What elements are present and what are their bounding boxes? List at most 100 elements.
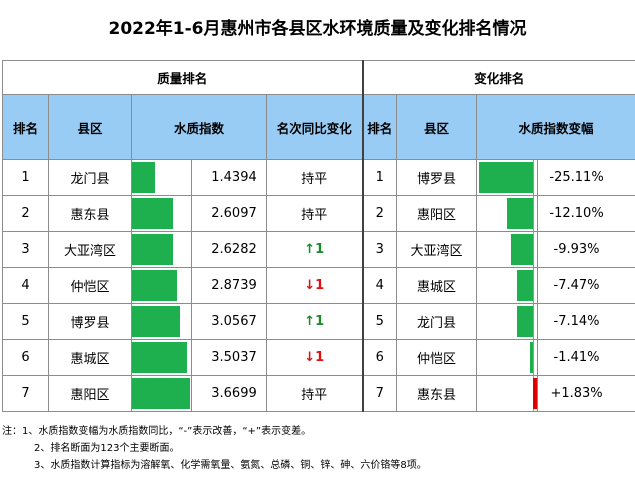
change-bar-cell: [476, 195, 539, 232]
change-county-cell: 惠阳区: [396, 195, 478, 232]
footnotes: 注：1、水质指数变幅为水质指数同比，“-”表示改善，“+”表示变差。 2、排名断…: [2, 423, 632, 474]
change-bar: [517, 306, 533, 337]
table-row: 5 博罗县 3.0567 ↑1 5 龙门县 -7.14%: [2, 303, 635, 340]
change-bar: [532, 378, 537, 409]
rank-down-indicator: ↓1: [304, 350, 325, 365]
table-row: 3 大亚湾区 2.6282 ↑1 3 大亚湾区 -9.93%: [2, 231, 635, 268]
change-bar-cell: [476, 159, 539, 196]
index-bar: [132, 378, 190, 409]
table-row: 2 惠东县 2.6097 持平 2 惠阳区 -12.10%: [2, 195, 635, 232]
change-bar-cell: [476, 375, 539, 412]
change-value-cell: -7.47%: [537, 267, 635, 304]
change-rank-cell: 1: [362, 159, 398, 196]
quality-county-cell: 博罗县: [48, 303, 132, 340]
index-bar: [132, 342, 188, 373]
zero-axis: [532, 196, 534, 231]
change-value-cell: -12.10%: [537, 195, 635, 232]
footnote-3: 3、水质指数计算指标为溶解氧、化学需氧量、氨氮、总磷、铜、锌、砷、六价铬等8项。: [34, 460, 427, 471]
change-county-cell: 仲恺区: [396, 339, 478, 376]
rank-up-indicator: ↑1: [304, 242, 325, 257]
yoy-change-cell: ↑1: [265, 231, 364, 268]
table-row: 6 惠城区 3.5037 ↓1 6 仲恺区 -1.41%: [2, 339, 635, 376]
change-county-cell: 龙门县: [396, 303, 478, 340]
yoy-change-cell: ↓1: [265, 267, 364, 304]
zero-axis: [532, 268, 534, 303]
yoy-change-cell: ↓1: [265, 339, 364, 376]
footnote-2: 2、排名断面为123个主要断面。: [34, 443, 180, 454]
quality-county-cell: 大亚湾区: [48, 231, 132, 268]
quality-rank-cell: 6: [2, 339, 49, 376]
quality-county-cell: 惠东县: [48, 195, 132, 232]
index-value-cell: 3.5037: [191, 339, 267, 376]
index-bar: [132, 198, 174, 229]
yoy-change-cell: ↑1: [265, 303, 364, 340]
page-title: 2022年1-6月惠州市各县区水环境质量及变化排名情况: [108, 19, 527, 39]
index-bar-cell: [131, 303, 192, 340]
rank-up-indicator: ↑1: [304, 314, 325, 329]
quality-county-cell: 惠城区: [48, 339, 132, 376]
zero-axis: [532, 232, 534, 267]
change-county-cell: 惠东县: [396, 375, 478, 412]
change-rank-cell: 3: [362, 231, 398, 268]
rank-flat-indicator: 持平: [301, 388, 328, 403]
change-bar: [516, 270, 533, 301]
index-bar: [132, 234, 174, 265]
change-bar: [529, 342, 533, 373]
ranking-table: 质量排名 变化排名 排名 县区 水质指数 名次同比变化 排名 县区 水质指数变幅…: [1, 60, 635, 412]
col-header-index: 水质指数: [131, 94, 267, 160]
change-bar-cell: [476, 303, 539, 340]
index-bar: [132, 162, 155, 193]
quality-rank-cell: 5: [2, 303, 49, 340]
col-header-yoy: 名次同比变化: [265, 94, 364, 160]
col-header-index-change: 水质指数变幅: [476, 94, 635, 160]
yoy-change-cell: 持平: [265, 375, 364, 412]
index-value-cell: 2.6097: [191, 195, 267, 232]
index-value-cell: 2.8739: [191, 267, 267, 304]
quality-rank-cell: 4: [2, 267, 49, 304]
change-rank-cell: 7: [362, 375, 398, 412]
quality-rank-cell: 1: [2, 159, 49, 196]
col-header-rank2: 排名: [362, 94, 398, 160]
col-header-rank: 排名: [2, 94, 49, 160]
change-value-cell: -25.11%: [537, 159, 635, 196]
index-value-cell: 3.6699: [191, 375, 267, 412]
change-value-cell: +1.83%: [537, 375, 635, 412]
change-rank-cell: 4: [362, 267, 398, 304]
index-value-cell: 1.4394: [191, 159, 267, 196]
index-bar: [132, 270, 178, 301]
footnote-1: 注：1、水质指数变幅为水质指数同比，“-”表示改善，“+”表示变差。: [2, 426, 312, 437]
index-value-cell: 2.6282: [191, 231, 267, 268]
quality-county-cell: 仲恺区: [48, 267, 132, 304]
index-bar-cell: [131, 159, 192, 196]
change-bar-cell: [476, 267, 539, 304]
change-value-cell: -9.93%: [537, 231, 635, 268]
table-row: 4 仲恺区 2.8739 ↓1 4 惠城区 -7.47%: [2, 267, 635, 304]
change-bar: [506, 198, 533, 229]
index-bar-cell: [131, 375, 192, 412]
change-value-cell: -7.14%: [537, 303, 635, 340]
change-value-cell: -1.41%: [537, 339, 635, 376]
change-rank-cell: 2: [362, 195, 398, 232]
yoy-change-cell: 持平: [265, 159, 364, 196]
yoy-change-cell: 持平: [265, 195, 364, 232]
change-county-cell: 惠城区: [396, 267, 478, 304]
table-row: 7 惠阳区 3.6699 持平 7 惠东县 +1.83%: [2, 375, 635, 412]
index-bar: [132, 306, 181, 337]
change-county-cell: 大亚湾区: [396, 231, 478, 268]
zero-axis: [532, 340, 534, 375]
rank-flat-indicator: 持平: [301, 208, 328, 223]
quality-county-cell: 惠阳区: [48, 375, 132, 412]
index-bar-cell: [131, 267, 192, 304]
change-bar-cell: [476, 231, 539, 268]
change-group-header: 变化排名: [362, 60, 635, 95]
index-bar-cell: [131, 231, 192, 268]
quality-county-cell: 龙门县: [48, 159, 132, 196]
rank-flat-indicator: 持平: [301, 172, 328, 187]
rank-down-indicator: ↓1: [304, 278, 325, 293]
change-rank-cell: 6: [362, 339, 398, 376]
index-value-cell: 3.0567: [191, 303, 267, 340]
change-county-cell: 博罗县: [396, 159, 478, 196]
quality-rank-cell: 7: [2, 375, 49, 412]
quality-rank-cell: 2: [2, 195, 49, 232]
zero-axis: [532, 304, 534, 339]
